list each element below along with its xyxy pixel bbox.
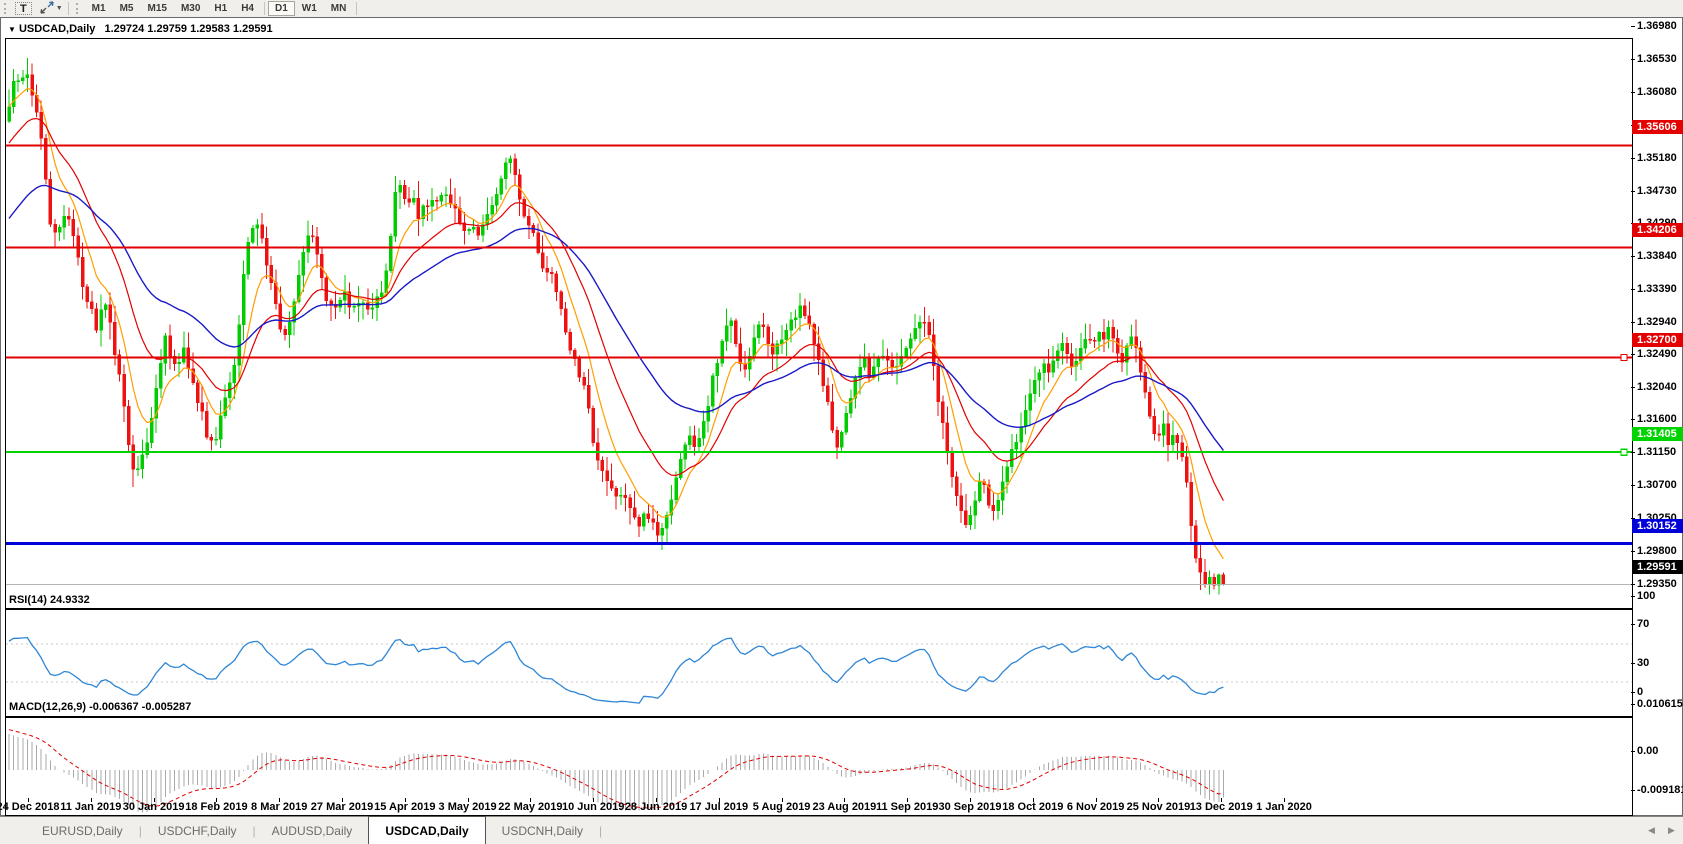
- main-chart-canvas[interactable]: [6, 39, 1632, 608]
- toolbar-separator: [263, 2, 265, 15]
- tab-usdchf[interactable]: USDCHF,Daily: [157, 823, 237, 838]
- chart-tabs-bar: EURUSD,Daily | USDCHF,Daily | AUDUSD,Daily US…: [0, 816, 1683, 844]
- timeframe-button-m5[interactable]: M5: [113, 1, 141, 16]
- timeframe-button-h1[interactable]: H1: [207, 1, 234, 16]
- line-drag-handle[interactable]: [1620, 448, 1628, 456]
- line-drag-handle[interactable]: [1620, 354, 1628, 362]
- rsi-canvas[interactable]: [6, 610, 1632, 716]
- timeframe-toolbar: M1 M5 M15 M30 H1 H4 D1 W1 MN: [85, 1, 361, 16]
- tab-scroll-left-button[interactable]: ◀: [1648, 825, 1655, 835]
- tab-scroll-right-button[interactable]: ▶: [1668, 825, 1675, 835]
- rsi-panel[interactable]: [5, 609, 1633, 717]
- tab-separator: |: [252, 823, 256, 838]
- toolbar-grip[interactable]: [75, 3, 81, 14]
- dropdown-caret-icon: ▼: [55, 5, 63, 12]
- timeframe-button-mn[interactable]: MN: [324, 1, 354, 16]
- timeframe-button-d1[interactable]: D1: [267, 1, 295, 16]
- top-toolbar: T ▼ M1 M5 M15 M30 H1 H4 D1 W1 MN: [0, 0, 1683, 18]
- rsi-line: [8, 636, 1224, 704]
- timeframe-button-m1[interactable]: M1: [85, 1, 113, 16]
- toolbar-separator: [67, 2, 69, 15]
- macd-canvas[interactable]: [6, 718, 1632, 815]
- tab-audusd[interactable]: AUDUSD,Daily: [271, 823, 353, 838]
- timeframe-button-m15[interactable]: M15: [140, 1, 173, 16]
- tab-eurusd[interactable]: EURUSD,Daily: [42, 823, 123, 838]
- toolbar-grip[interactable]: [4, 3, 9, 14]
- macd-signal-line: [8, 729, 1224, 809]
- tab-separator: |: [138, 823, 142, 838]
- text-tool-button[interactable]: T: [15, 2, 32, 15]
- timeframe-button-w1[interactable]: W1: [295, 1, 324, 16]
- timeframe-button-m30[interactable]: M30: [174, 1, 207, 16]
- tab-usdcnh[interactable]: USDCNH,Daily: [501, 823, 584, 838]
- moving-average-slow: [8, 184, 1224, 451]
- tab-separator: |: [599, 823, 603, 838]
- timeframe-button-h4[interactable]: H4: [234, 1, 261, 16]
- tab-usdcad[interactable]: USDCAD,Daily: [368, 816, 486, 844]
- macd-panel[interactable]: [5, 717, 1633, 816]
- moving-average-medium: [8, 117, 1224, 501]
- arrows-tool-icon: [40, 0, 54, 17]
- arrows-tool-button[interactable]: ▼: [38, 0, 65, 17]
- text-tool-label: T: [20, 2, 27, 15]
- toolbar-separator: [356, 2, 358, 15]
- chart-window: [0, 17, 1683, 816]
- main-chart-panel[interactable]: [5, 38, 1633, 609]
